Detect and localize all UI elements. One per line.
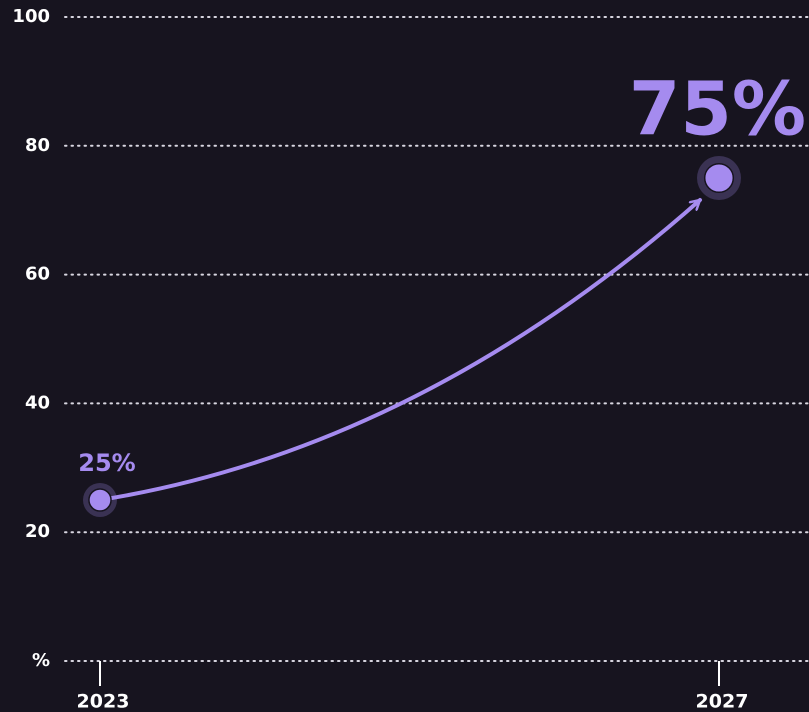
point [703, 162, 735, 194]
value-label: 25% [78, 449, 135, 477]
x-tick-label: 2027 [696, 691, 749, 712]
y-tick-label: % [32, 650, 50, 671]
y-tick-label: 20 [25, 521, 50, 542]
y-tick-label: 60 [25, 264, 50, 285]
y-tick-label: 40 [25, 392, 50, 413]
value-label: 75% [629, 67, 806, 153]
trend-line [98, 198, 702, 502]
y-tick-label: 100 [12, 6, 50, 27]
x-tick-label: 2023 [77, 691, 130, 712]
y-tick-label: 80 [25, 135, 50, 156]
point [88, 488, 112, 512]
